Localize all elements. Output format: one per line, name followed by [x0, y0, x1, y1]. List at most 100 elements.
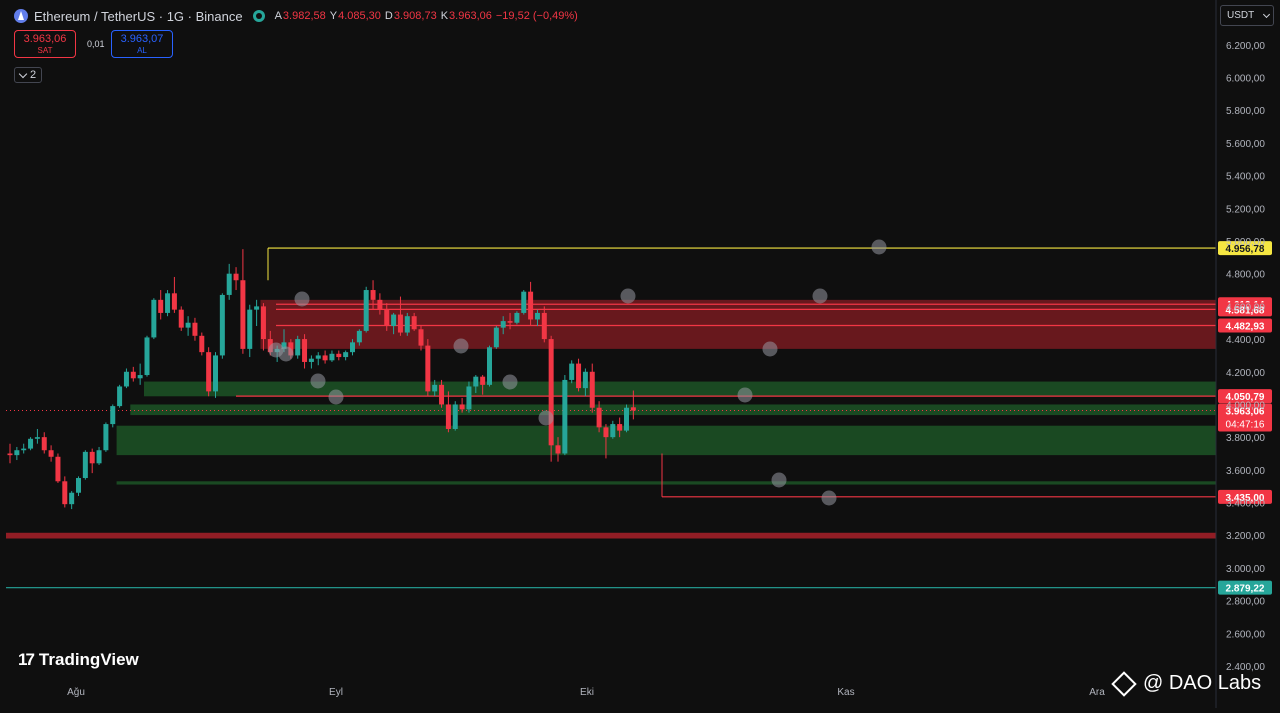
candle-body [21, 448, 27, 451]
candle-body [137, 375, 143, 379]
y-tick-label: 6.000,00 [1226, 74, 1265, 85]
marker-circle [328, 389, 344, 405]
candle-body [14, 450, 20, 456]
y-tick-label: 3.000,00 [1226, 564, 1265, 575]
candle-body [302, 339, 308, 362]
marker-circle [620, 288, 636, 304]
candle-body [76, 478, 81, 493]
tradingview-mark-icon: 17 [18, 650, 35, 669]
ohlc-open: A3.982,58 [274, 10, 326, 22]
candle-body [7, 453, 13, 456]
candle-body [425, 345, 431, 392]
candle-body [89, 451, 95, 464]
candle-body [69, 492, 75, 505]
y-tick-label: 4.800,00 [1226, 270, 1265, 281]
candle-body [82, 451, 88, 479]
candle-body [329, 353, 335, 361]
watermark: @ DAO Labs [1111, 670, 1261, 697]
demand-zone [116, 481, 1217, 485]
indicators-toggle-button[interactable]: 2 [14, 67, 42, 83]
candle-body [507, 321, 513, 323]
candle-body [295, 339, 301, 356]
marker-circle [453, 338, 469, 354]
candle-body [391, 314, 397, 326]
marker-circle [538, 410, 554, 426]
demand-zone [116, 425, 1217, 456]
price-level-tag [1218, 302, 1272, 317]
ohlc-low: D3.908,73 [384, 10, 437, 22]
currency-selector[interactable]: USDT [1220, 5, 1274, 26]
sell-price: 3.963,06 [23, 33, 67, 45]
y-tick-label: 5.800,00 [1226, 106, 1265, 117]
supply-zone [260, 299, 1216, 349]
candle-body [466, 386, 472, 410]
y-tick-label: 2.400,00 [1226, 662, 1265, 673]
tradingview-logo[interactable]: 17 TradingView [18, 650, 139, 670]
candle-body [240, 280, 246, 349]
candle-body [48, 450, 54, 457]
marker-circle [762, 341, 778, 357]
candle-body [178, 309, 184, 328]
ohlc-high: Y4.085,30 [329, 10, 381, 22]
marker-circle [294, 291, 310, 307]
price-level-tag [1218, 580, 1272, 595]
candle-body [151, 299, 157, 338]
candle-body [514, 312, 520, 323]
marker-circle [821, 490, 837, 506]
candle-body [185, 322, 191, 328]
y-tick-label: 4.600,00 [1226, 302, 1265, 313]
candle-body [110, 406, 116, 425]
supply-zone [6, 532, 1216, 539]
candle-body [617, 424, 623, 431]
y-tick-label: 3.400,00 [1226, 499, 1265, 510]
countdown-label: 04:47:16 [1226, 419, 1265, 430]
tradingview-name: TradingView [38, 650, 139, 669]
y-tick-label: 4.200,00 [1226, 368, 1265, 379]
candle-body [624, 407, 629, 431]
symbol-title[interactable]: Ethereum / TetherUS · 1G · Binance [34, 8, 243, 24]
marker-circle [502, 374, 518, 390]
candle-body [610, 424, 616, 438]
candle-body [480, 376, 486, 385]
chevron-down-icon [1263, 10, 1271, 18]
demand-zone [130, 404, 1216, 416]
x-tick-label: Ağu [67, 687, 85, 698]
candle-body [411, 316, 417, 330]
candle-body [630, 407, 636, 411]
candle-body [219, 294, 225, 356]
sell-button[interactable]: 3.963,06 SAT [14, 30, 76, 58]
spread-value: 0,01 [87, 39, 105, 49]
price-level-tag [1218, 318, 1272, 333]
candle-body [500, 321, 506, 328]
candle-body [260, 306, 266, 340]
current-price-tag [1218, 403, 1272, 432]
candle-body [439, 384, 445, 405]
candle-body [487, 347, 492, 385]
buy-label: AL [137, 46, 147, 55]
marker-circle [737, 387, 753, 403]
candle-body [493, 327, 499, 348]
y-tick-label: 5.200,00 [1226, 204, 1265, 215]
demand-zone [144, 381, 1216, 397]
candle-body [103, 424, 109, 451]
price-level-label: 4.050,79 [1226, 392, 1265, 403]
candle-body [254, 306, 260, 310]
candle-body [308, 358, 314, 362]
candle-body [521, 291, 527, 313]
candle-body [199, 335, 205, 353]
candle-body [589, 371, 595, 408]
candle-body [192, 322, 198, 336]
price-level-label: 3.435,00 [1226, 493, 1265, 504]
y-tick-label: 5.600,00 [1226, 139, 1265, 150]
candle-body [541, 312, 547, 340]
candle-body [576, 363, 582, 389]
x-tick-label: Eki [580, 687, 594, 698]
x-tick-label: Eyl [329, 687, 343, 698]
buy-button[interactable]: 3.963,07 AL [111, 30, 173, 58]
price-level-label: 4.956,78 [1226, 244, 1265, 255]
candle-body [555, 445, 561, 454]
y-tick-label: 3.800,00 [1226, 433, 1265, 444]
candle-body [41, 437, 47, 451]
